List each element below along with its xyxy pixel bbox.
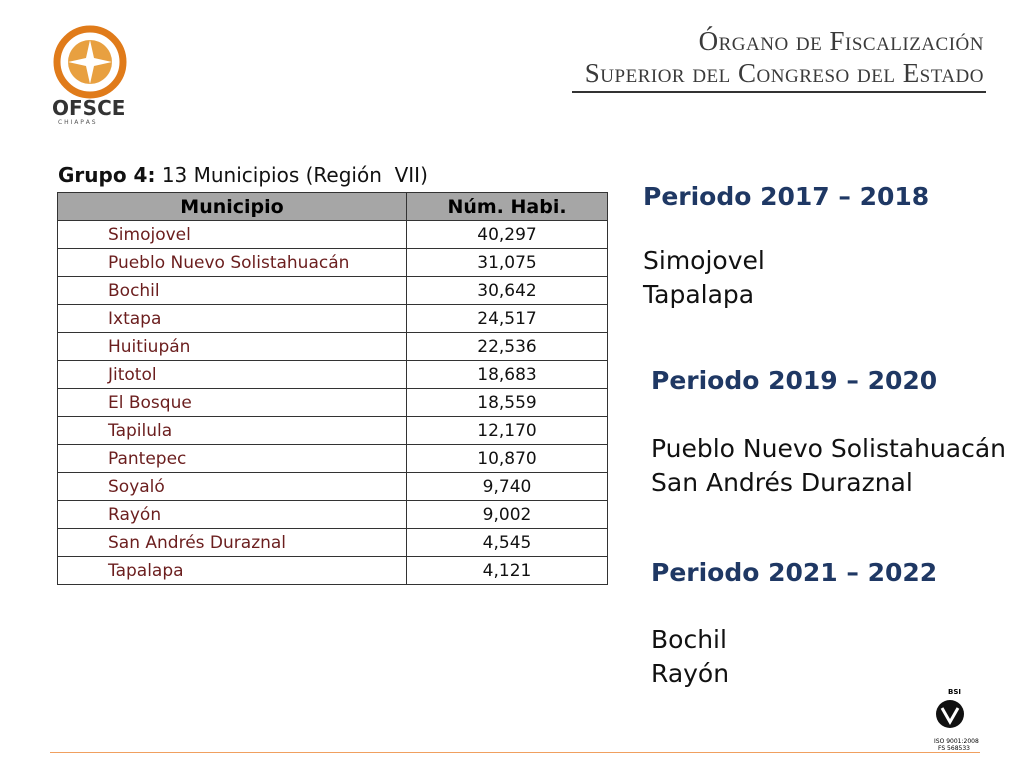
period-item: Simojovel bbox=[643, 246, 765, 275]
period-item: San Andrés Duraznal bbox=[651, 468, 913, 497]
cert-icon bbox=[936, 700, 964, 728]
municipality: Simojovel bbox=[57, 220, 407, 249]
table: Municipio Núm. Habi. Simojovel 40,297 Pueblo… bbox=[57, 192, 608, 585]
population: 18,559 bbox=[406, 388, 608, 417]
cert-mark: BSI bbox=[948, 688, 961, 696]
caption-text: 13 Municipios (Región VII) bbox=[161, 163, 428, 187]
header-rule bbox=[572, 91, 986, 93]
table-row: Soyaló 9,740 bbox=[57, 472, 608, 501]
period-title: Periodo 2019 – 2020 bbox=[651, 366, 938, 395]
table-row: Ixtapa 24,517 bbox=[57, 304, 608, 333]
column-header: Núm. Habi. bbox=[406, 192, 608, 221]
cert-line: ISO 9001:2008 bbox=[934, 738, 979, 745]
period-title: Periodo 2021 – 2022 bbox=[651, 558, 938, 587]
population: 22,536 bbox=[406, 332, 608, 361]
table-row: Rayón 9,002 bbox=[57, 500, 608, 529]
table-row: Simojovel 40,297 bbox=[57, 220, 608, 249]
period-item: Tapalapa bbox=[643, 280, 755, 309]
caption-bold: Grupo 4: bbox=[58, 163, 156, 187]
municipality: Ixtapa bbox=[57, 304, 407, 333]
population: 9,740 bbox=[406, 472, 608, 501]
municipality: Pueblo Nuevo Solistahuacán bbox=[57, 248, 407, 277]
population: 12,170 bbox=[406, 416, 608, 445]
municipality: Soyaló bbox=[57, 472, 407, 501]
footer-rule bbox=[50, 752, 980, 753]
period-title: Periodo 2017 – 2018 bbox=[643, 182, 930, 211]
population: 40,297 bbox=[406, 220, 608, 249]
cert-line: FS 568533 bbox=[938, 745, 970, 752]
municipality: El Bosque bbox=[57, 388, 407, 417]
municipality: Pantepec bbox=[57, 444, 407, 473]
period-item: Pueblo Nuevo Solistahuacán bbox=[651, 434, 1007, 463]
population: 9,002 bbox=[406, 500, 608, 529]
table-row: Pueblo Nuevo Solistahuacán 31,075 bbox=[57, 248, 608, 277]
municipality: Rayón bbox=[57, 500, 407, 529]
logo-sub: C H I A P A S bbox=[58, 119, 96, 126]
population: 24,517 bbox=[406, 304, 608, 333]
period-item: Rayón bbox=[651, 659, 730, 688]
logo-name: OFSCE bbox=[52, 96, 126, 120]
header-line: Órgano de Fiscalización bbox=[698, 26, 984, 56]
logo-icon bbox=[53, 25, 127, 99]
table-row: Tapilula 12,170 bbox=[57, 416, 608, 445]
municipality: San Andrés Duraznal bbox=[57, 528, 407, 557]
header-line: Superior del Congreso del Estado bbox=[584, 58, 984, 88]
table-row: San Andrés Duraznal 4,545 bbox=[57, 528, 608, 557]
table-row: Bochil 30,642 bbox=[57, 276, 608, 305]
table-row: Jitotol 18,683 bbox=[57, 360, 608, 389]
table-row: Tapalapa 4,121 bbox=[57, 556, 608, 585]
municipality: Jitotol bbox=[57, 360, 407, 389]
table-row: Pantepec 10,870 bbox=[57, 444, 608, 473]
table-row: El Bosque 18,559 bbox=[57, 388, 608, 417]
population: 4,545 bbox=[406, 528, 608, 557]
column-header: Municipio bbox=[57, 192, 407, 221]
period-item: Bochil bbox=[651, 625, 727, 654]
table-row: Huitiupán 22,536 bbox=[57, 332, 608, 361]
table-caption: Grupo 4: 13 Municipios (Región VII) bbox=[58, 163, 428, 187]
population: 18,683 bbox=[406, 360, 608, 389]
population: 30,642 bbox=[406, 276, 608, 305]
population: 10,870 bbox=[406, 444, 608, 473]
municipality: Huitiupán bbox=[57, 332, 407, 361]
municipality: Bochil bbox=[57, 276, 407, 305]
population: 4,121 bbox=[406, 556, 608, 585]
municipality: Tapilula bbox=[57, 416, 407, 445]
municipality: Tapalapa bbox=[57, 556, 407, 585]
population: 31,075 bbox=[406, 248, 608, 277]
